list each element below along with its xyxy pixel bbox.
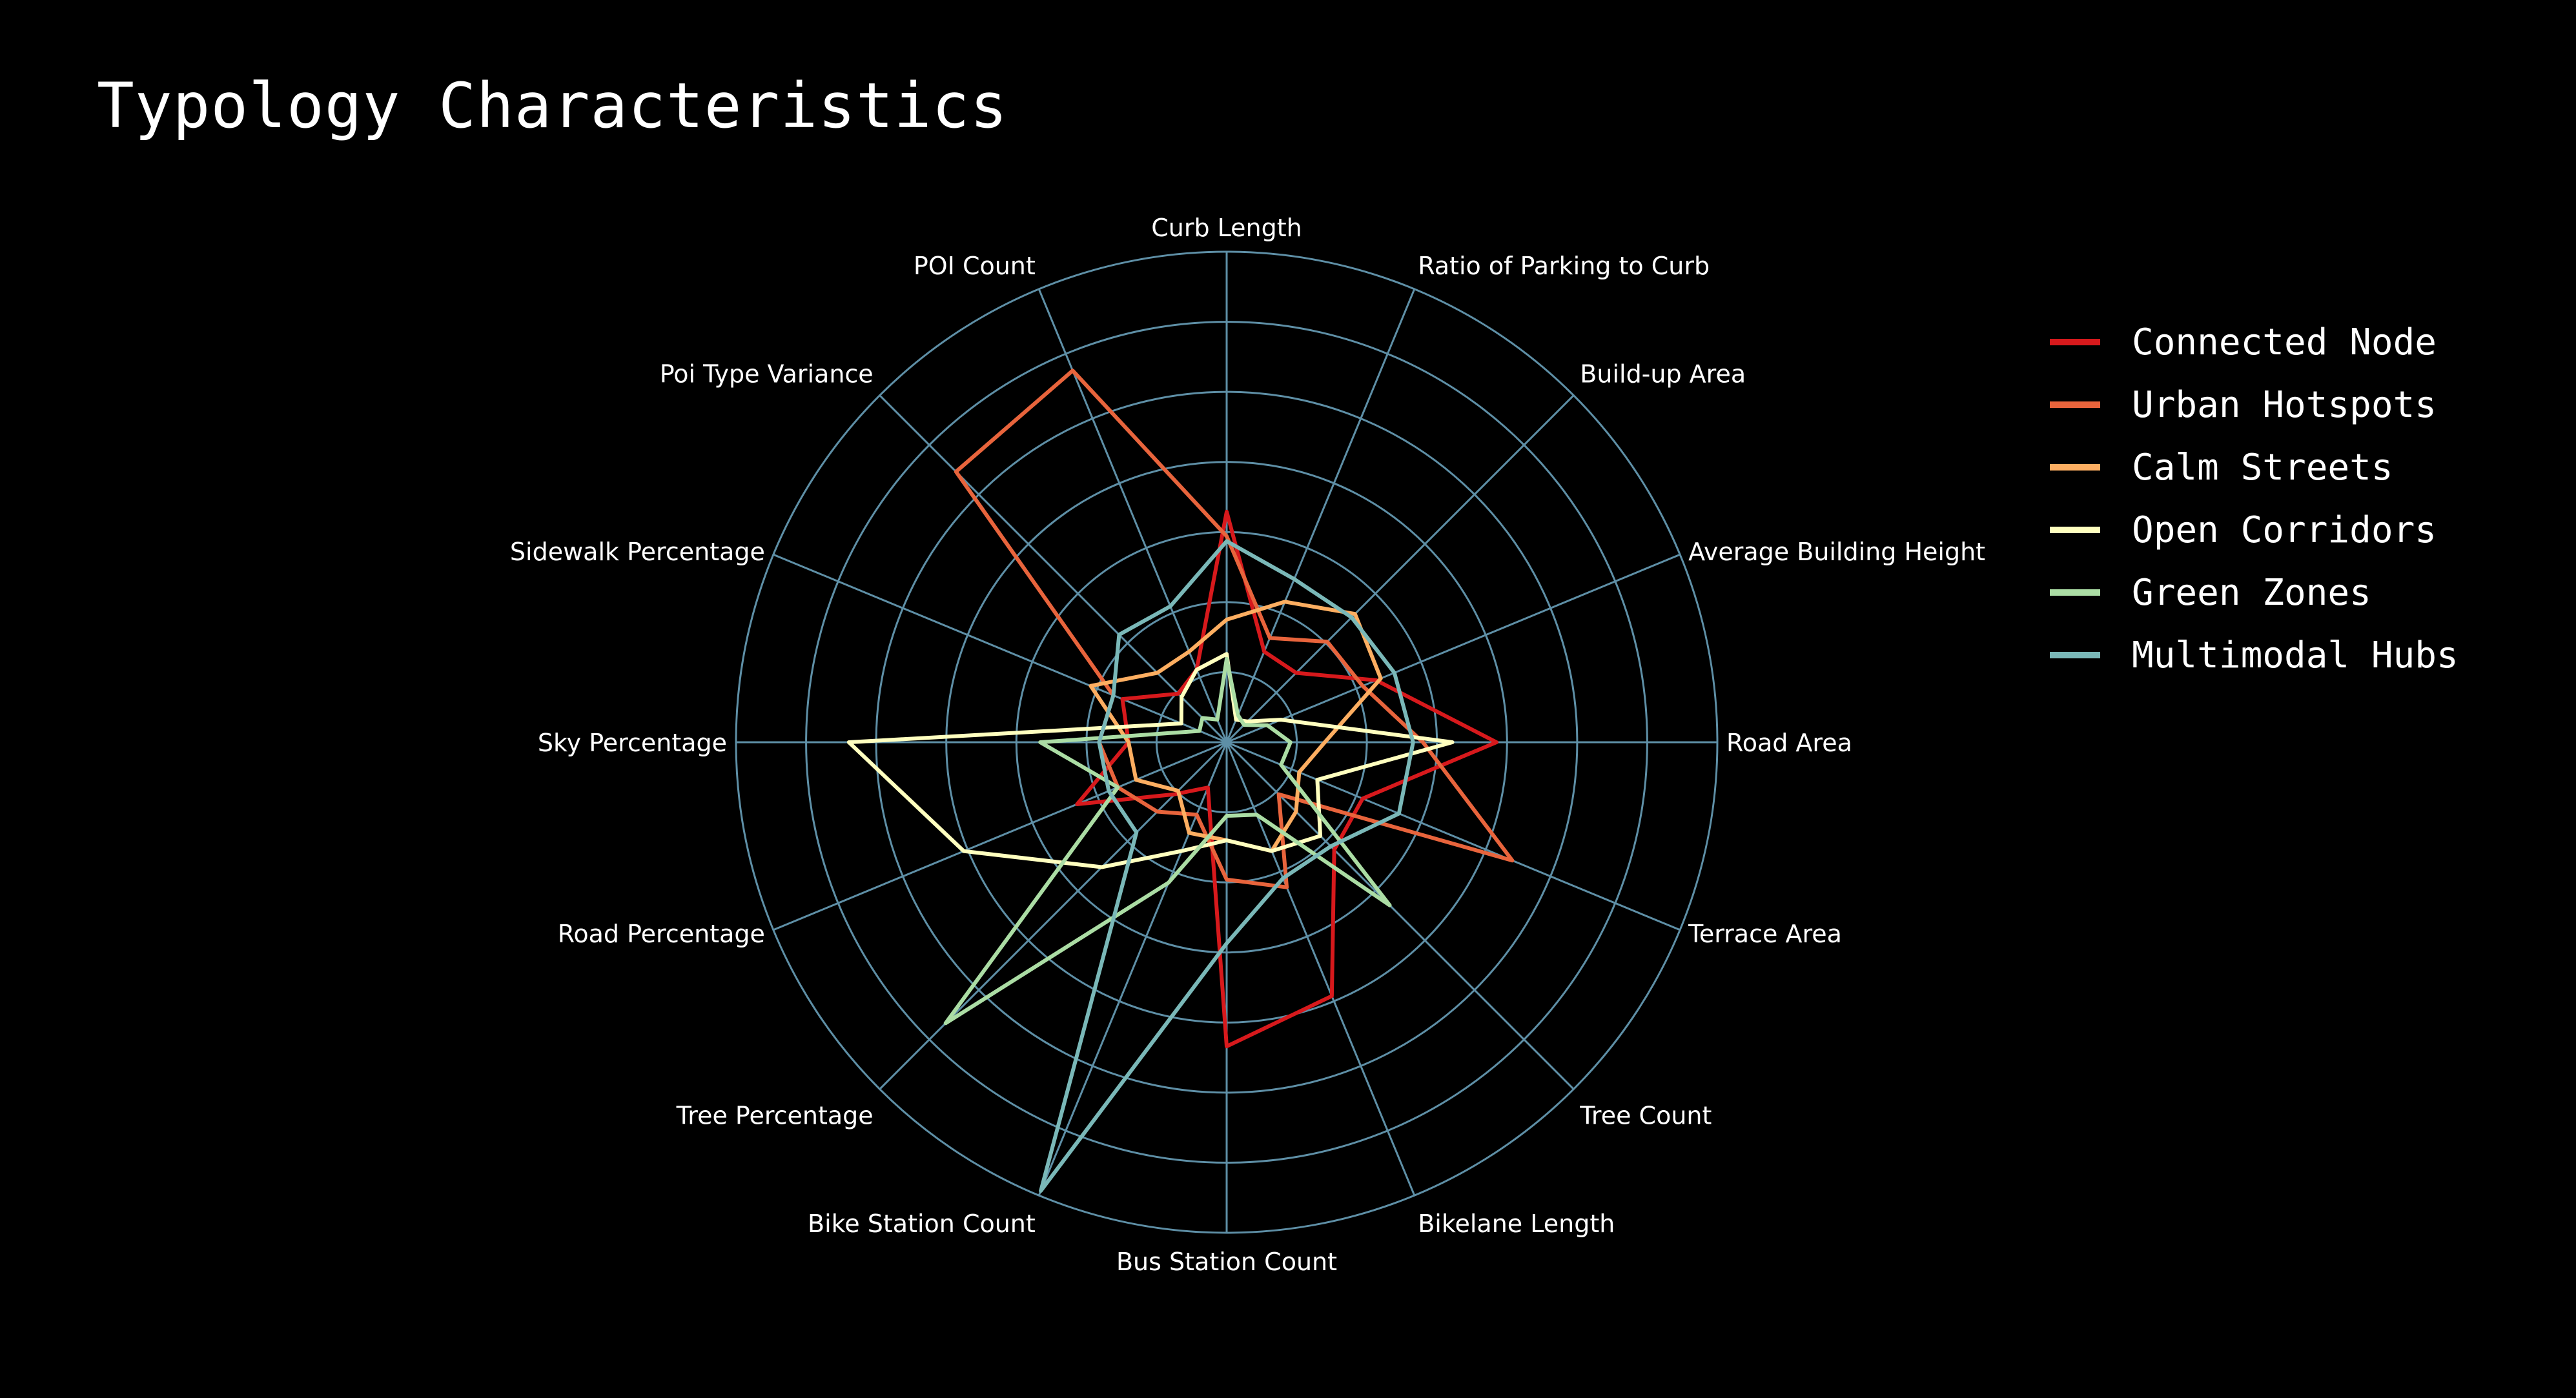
legend-label-5: Green Zones — [2132, 572, 2371, 614]
axis-label: Tree Percentage — [676, 1101, 874, 1130]
axis-label: Poi Type Variance — [660, 360, 874, 389]
spoke-2 — [1225, 289, 1416, 743]
axis-label: Terrace Area — [1688, 920, 1842, 948]
spoke-6 — [1226, 741, 1681, 931]
axis-label: Bus Station Count — [1116, 1248, 1337, 1276]
page-title: Typology Characteristics — [97, 70, 1008, 142]
axis-label: Build-up Area — [1580, 360, 1746, 389]
radar-series — [846, 369, 1515, 1193]
spoke-12 — [773, 741, 1227, 931]
spoke-7 — [1225, 741, 1575, 1090]
spoke-10 — [1038, 742, 1228, 1196]
axis-label: Bikelane Length — [1418, 1210, 1615, 1238]
spoke-3 — [1225, 394, 1575, 744]
legend-label-2: Urban Hotspots — [2132, 384, 2437, 426]
axis-label: Road Percentage — [558, 920, 765, 948]
legend-label-6: Multimodal Hubs — [2132, 634, 2458, 676]
radar-grid — [735, 250, 1719, 1234]
series-line-1 — [1075, 509, 1498, 1049]
axis-label: Bike Station Count — [808, 1210, 1036, 1238]
spoke-16 — [1038, 289, 1228, 743]
axis-label: Road Area — [1726, 729, 1852, 757]
series-line-5 — [943, 656, 1392, 1026]
legend-label-1: Connected Node — [2132, 321, 2437, 363]
axis-label: Sidewalk Percentage — [510, 538, 765, 566]
spoke-15 — [879, 394, 1228, 744]
spoke-14 — [773, 553, 1227, 744]
series-line-2 — [954, 369, 1515, 889]
series-line-6 — [1039, 539, 1415, 1193]
series-line-4 — [846, 652, 1455, 869]
axis-label: POI Count — [914, 252, 1036, 280]
legend: Connected Node Urban Hotspots Calm Streets… — [2050, 321, 2458, 676]
axis-label: Average Building Height — [1688, 538, 1985, 566]
spoke-11 — [879, 741, 1228, 1090]
axis-label: Ratio of Parking to Curb — [1418, 252, 1710, 280]
legend-label-3: Calm Streets — [2132, 447, 2393, 489]
axis-label: Tree Count — [1579, 1101, 1712, 1130]
legend-label-4: Open Corridors — [2132, 509, 2437, 551]
axis-labels: Curb Length Ratio of Parking to Curb Build… — [510, 214, 1985, 1276]
spoke-4 — [1226, 553, 1681, 744]
axis-label: Curb Length — [1151, 214, 1302, 242]
axis-label: Sky Percentage — [538, 729, 727, 757]
